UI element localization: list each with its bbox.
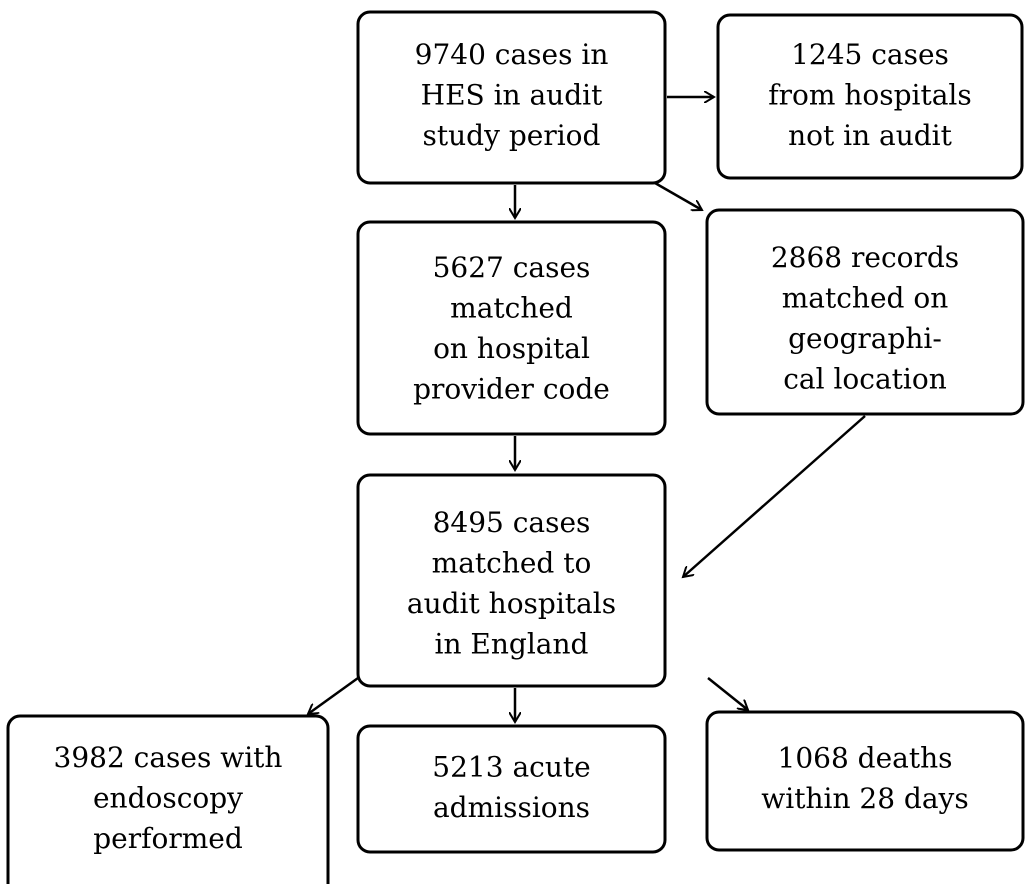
node: 3982 cases with endoscopy performed (6, 714, 330, 884)
node-label: from hospitals (768, 79, 971, 112)
node-label: 1068 deaths (778, 741, 953, 774)
node-label: 9740 cases in (415, 38, 609, 71)
node: 5213 acute admissions (356, 724, 667, 854)
node-box (356, 10, 667, 185)
node: 5627 cases matched on hospital provider cod… (356, 220, 667, 436)
node-label: cal location (783, 362, 947, 395)
node-label: admissions (433, 791, 590, 824)
arrow (683, 415, 866, 577)
node-label: matched to (432, 546, 592, 579)
node-label: audit hospitals (407, 587, 616, 620)
node-label: matched on (782, 281, 949, 314)
node-box (716, 13, 1024, 180)
arrows (308, 97, 866, 722)
node-label: study period (423, 119, 601, 152)
node-label: 5213 acute (432, 750, 590, 783)
arrow (654, 181, 702, 210)
node-label: 8495 cases (433, 506, 591, 539)
node: 1068 deaths within 28 days (705, 710, 1025, 852)
node-label: 2868 records (771, 241, 959, 274)
node-box (356, 220, 667, 436)
node-label: 1245 cases (791, 38, 949, 71)
node-label: endoscopy (93, 782, 243, 815)
node-label: 5627 cases (433, 251, 591, 284)
node-label: not in audit (788, 119, 953, 152)
node-label: 3982 cases with (54, 741, 283, 774)
node-label: provider code (413, 372, 610, 405)
node: 8495 cases matched to audit hospitals in En… (356, 473, 667, 688)
node-box (705, 208, 1025, 416)
node-label: in England (435, 627, 589, 660)
node-label: matched (450, 291, 573, 324)
node: 1245 cases from hospitals not in audit (716, 13, 1024, 180)
node-label: within 28 days (761, 782, 968, 815)
node-label: on hospital (433, 332, 590, 365)
arrow (707, 677, 748, 710)
node-label: geographi- (788, 322, 942, 355)
nodes: 9740 cases in HES in audit study period 124… (6, 10, 1025, 884)
node-box (356, 724, 667, 854)
node: 2868 records matched on geographi-cal loca… (705, 208, 1025, 416)
node-box (705, 710, 1025, 852)
node-label: performed (93, 822, 243, 855)
node-box (6, 714, 330, 884)
node: 9740 cases in HES in audit study period (356, 10, 667, 185)
arrow (308, 676, 359, 714)
node-label: HES in audit (421, 79, 603, 112)
node-box (356, 473, 667, 688)
